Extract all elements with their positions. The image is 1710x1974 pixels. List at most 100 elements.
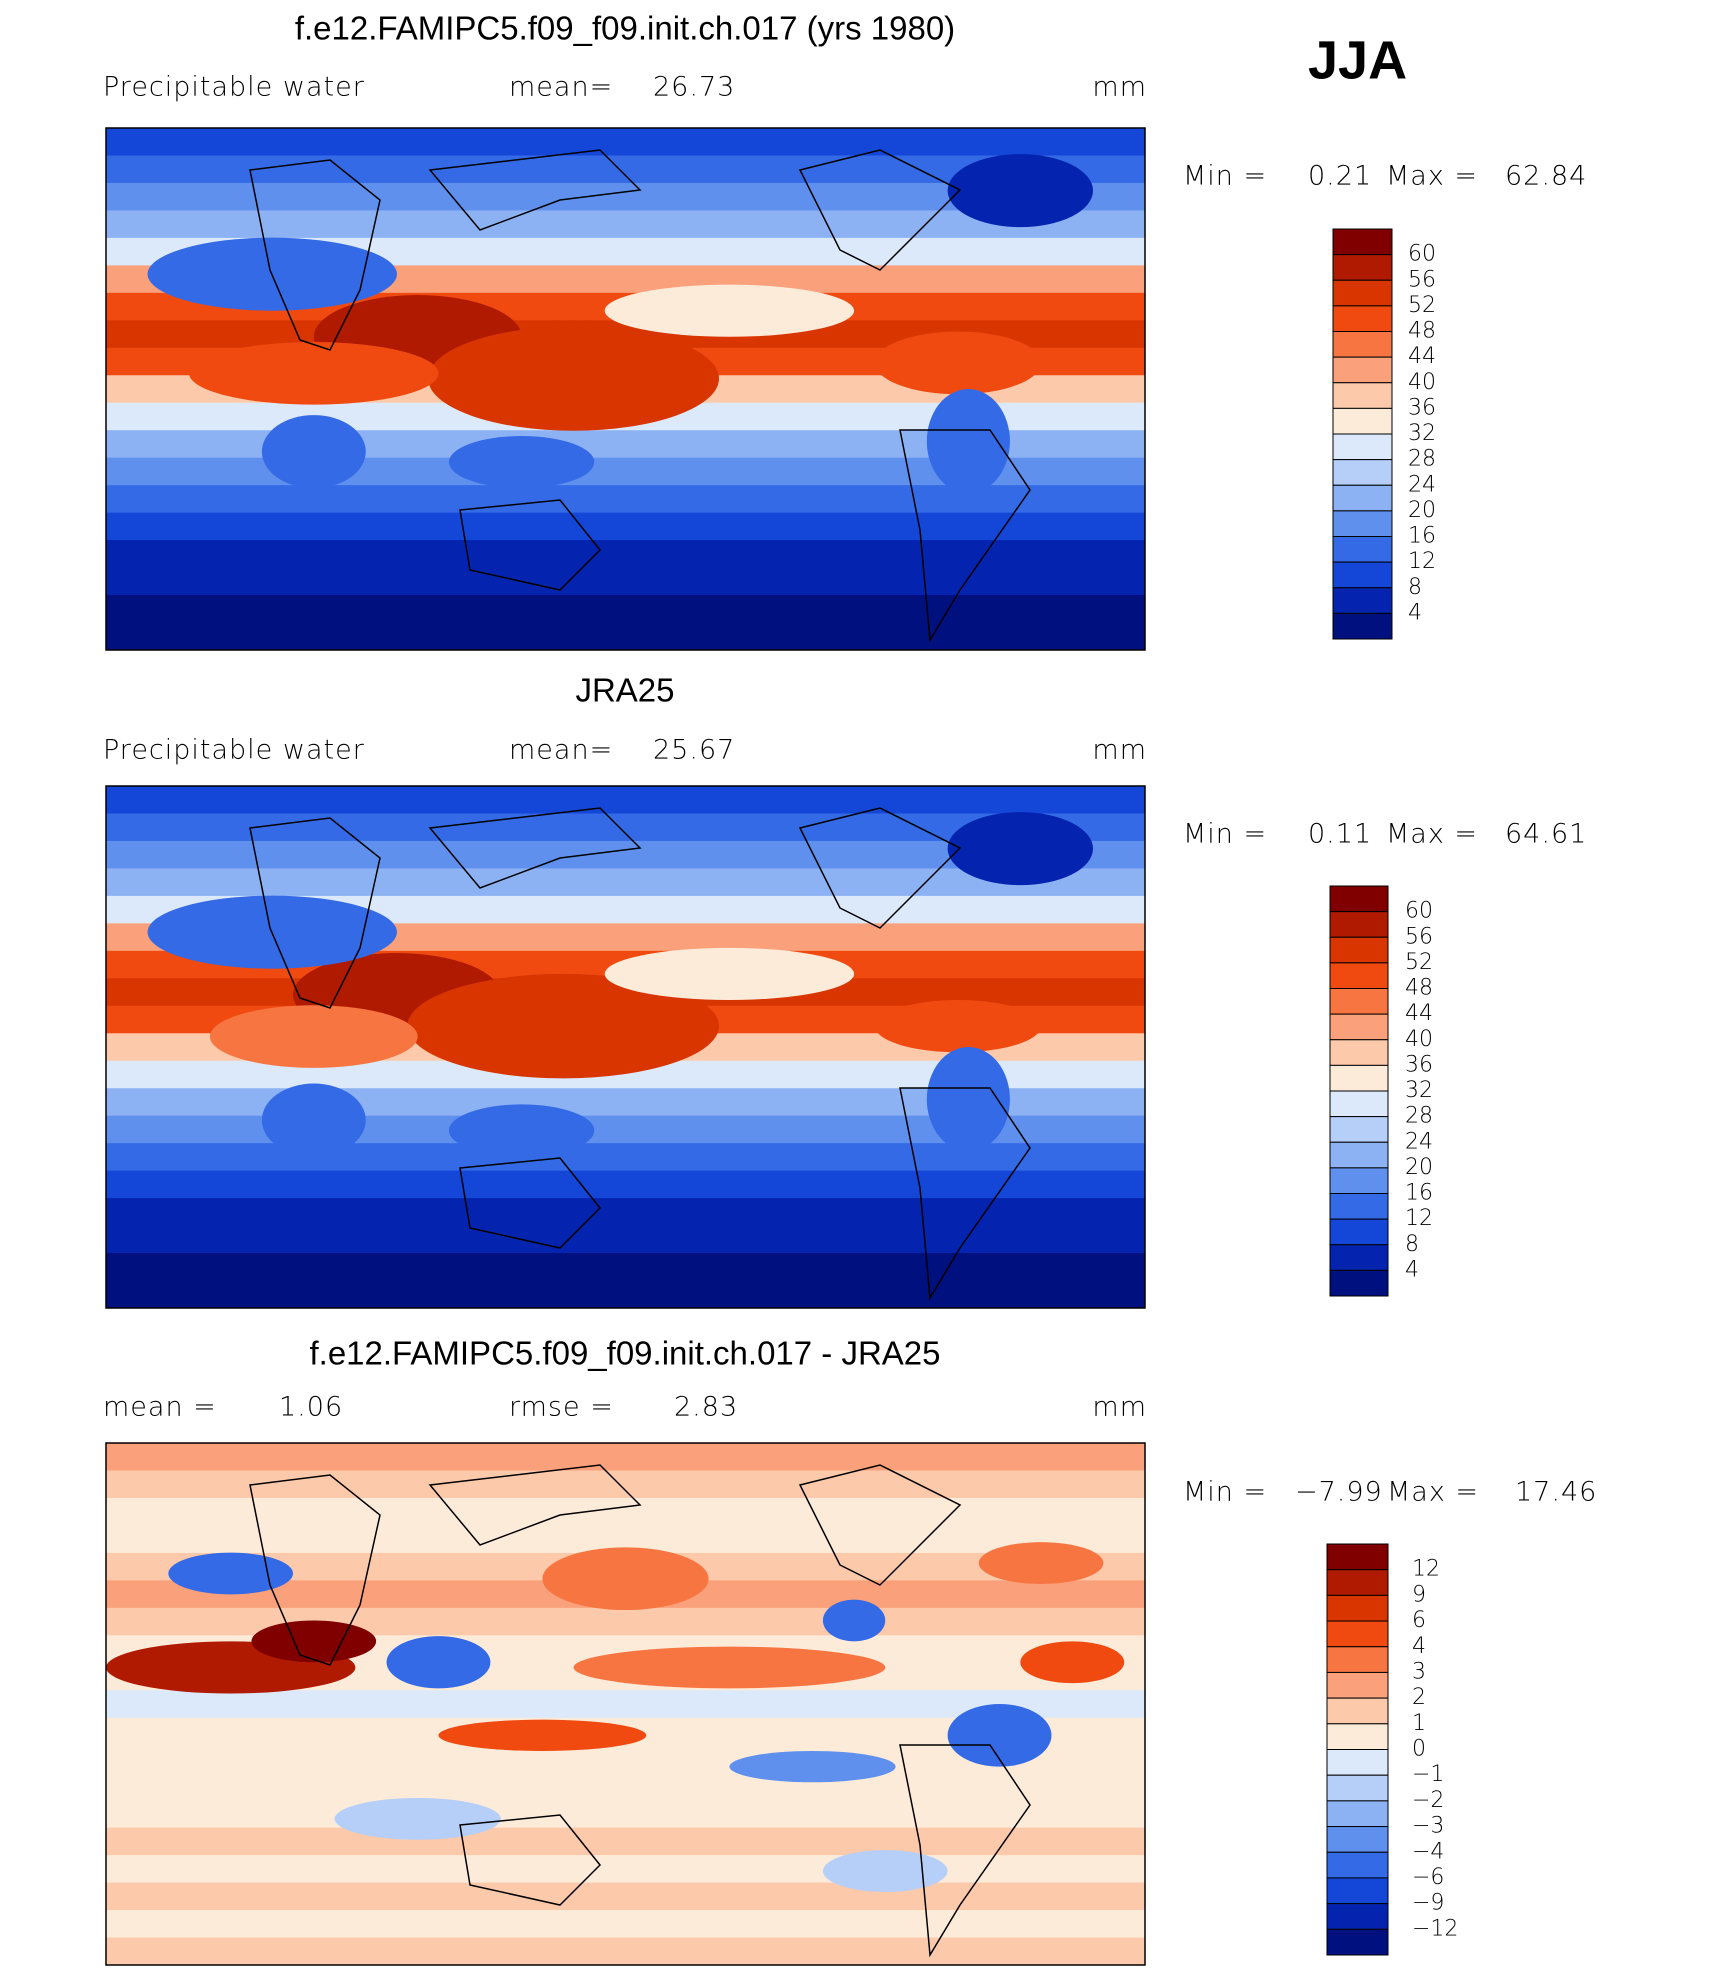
map-band [106,1225,1145,1255]
colorbar-box [1329,1039,1389,1066]
map-region [334,1797,501,1840]
map-region [448,1104,595,1157]
colorbar-box [1332,254,1393,281]
colorbar-box [1329,1218,1389,1246]
map-band [106,540,1145,569]
min-value: −7.99 [1295,1477,1383,1508]
colorbar-box [1332,587,1393,614]
map-band [106,1827,1145,1857]
colorbar-label: 28 [1408,447,1436,472]
colorbar-label: 44 [1408,344,1436,369]
stat-value: 26.73 [653,72,735,103]
colorbar-label: 40 [1405,1027,1433,1052]
map-region [947,1704,1052,1767]
left-label: Precipitable water [103,735,365,766]
map-band [106,786,1145,815]
units: mm [1092,735,1147,766]
colorbar-box [1332,612,1393,640]
map-region [1020,1641,1125,1684]
units: mm [1092,1392,1147,1423]
colorbar-box [1326,1749,1389,1776]
map-region [573,1646,886,1689]
map-band [106,128,1145,157]
panel-title: f.e12.FAMIPC5.f09_f09.init.ch.017 - JRA2… [309,1335,940,1372]
map-band [106,1855,1145,1884]
panel-title: f.e12.FAMIPC5.f09_f09.init.ch.017 (yrs 1… [295,10,955,47]
colorbar-label: 4 [1405,1257,1419,1282]
colorbar-label: 16 [1405,1181,1433,1206]
map-region [822,1599,886,1642]
max-value: 64.61 [1505,819,1587,850]
stat-label: rmse = [509,1392,614,1423]
map-band [106,485,1145,514]
map-region [729,1750,896,1783]
colorbar-box [1326,1671,1389,1699]
colorbar-label: 60 [1408,242,1436,267]
map [106,128,1145,650]
colorbar-box [1329,988,1389,1015]
colorbar-label: 12 [1408,549,1436,574]
colorbar-label: 60 [1405,899,1433,924]
colorbar-label: −12 [1412,1916,1458,1941]
map-band [106,1143,1145,1172]
map-frame [105,127,1146,651]
max-label: Max = [1386,819,1478,850]
colorbar-box [1326,1723,1389,1750]
colorbar-label: −9 [1412,1891,1444,1916]
map-region [822,1850,948,1892]
colorbar-box [1332,331,1393,358]
stat-label: mean= [509,735,613,766]
min-label: Min = [1183,161,1267,192]
colorbar-label: 24 [1408,472,1436,497]
map-region [209,1005,418,1068]
colorbar-box [1326,1877,1389,1905]
min-value: 0.21 [1308,161,1372,192]
colorbar-box [1332,536,1393,563]
colorbar-label: 28 [1405,1104,1433,1129]
map-band [106,567,1145,597]
colorbar-label: 32 [1408,421,1436,446]
map-band [106,1280,1145,1308]
colorbar-box [1329,1013,1389,1041]
map-region [947,812,1094,886]
colorbar-box [1332,561,1393,589]
map-region [251,1620,377,1663]
max-value: 17.46 [1515,1477,1597,1508]
colorbar-label: 6 [1412,1608,1426,1633]
colorbar-label: 44 [1405,1001,1433,1026]
colorbar-label: 52 [1405,950,1433,975]
map-band [106,1170,1145,1200]
map-region [386,1636,491,1689]
colorbar-label: 20 [1405,1155,1433,1180]
colorbar-label: 56 [1405,924,1433,949]
map-region [926,1047,1010,1152]
colorbar-label: −3 [1412,1814,1444,1839]
max-label: Max = [1387,1477,1479,1508]
colorbar-label: 48 [1405,976,1433,1001]
map-band [106,1937,1145,1965]
colorbar-box [1329,885,1389,913]
left-label: Precipitable water [103,72,365,103]
colorbar-box [1326,1774,1389,1802]
map-frame [105,785,1146,1309]
colorbar-label: −2 [1412,1788,1444,1813]
colorbar-box [1326,1569,1389,1596]
colorbar-box [1332,459,1393,486]
left-label: mean = [103,1392,217,1423]
stat-value: 25.67 [653,735,735,766]
map [106,786,1145,1308]
max-label: Max = [1386,161,1478,192]
colorbar-label: 4 [1408,600,1422,625]
map-region [874,331,1042,395]
colorbar-label: 56 [1408,267,1436,292]
max-value: 62.84 [1505,161,1587,192]
map-band [106,1910,1145,1939]
colorbar-label: 4 [1412,1634,1426,1659]
min-label: Min = [1183,1477,1267,1508]
colorbar-box [1329,1090,1389,1118]
colorbar-label: 3 [1412,1659,1426,1684]
colorbar-label: 12 [1405,1206,1433,1231]
colorbar-label: 52 [1408,293,1436,318]
colorbar-box [1332,407,1393,435]
